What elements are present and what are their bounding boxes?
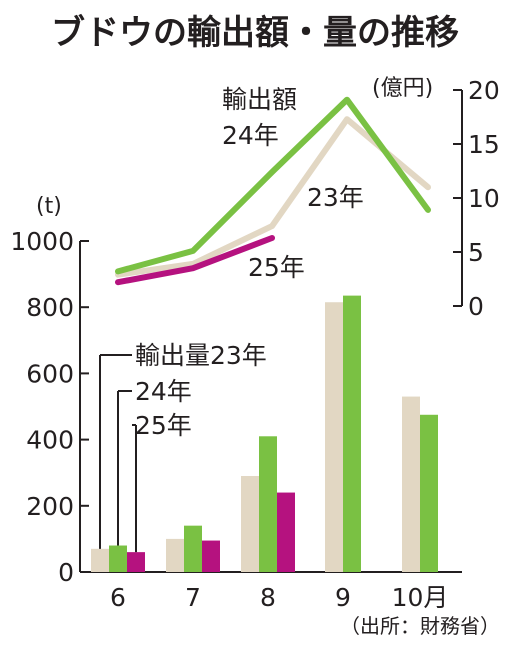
line-label-24: 輸出額 24年 — [222, 85, 305, 150]
bar-25年-7 — [202, 540, 220, 572]
bar-24年-7 — [184, 525, 202, 572]
line-label-23: 23年 — [307, 183, 364, 212]
line-24年 — [115, 96, 431, 275]
line-label-24-line2: 24年 — [222, 121, 279, 150]
bar-23年-8 — [241, 476, 259, 572]
line-tick-label: 15 — [468, 130, 500, 159]
x-label-9: 9 — [335, 583, 351, 612]
line-label-25: 25年 — [248, 253, 305, 282]
bar-23年-7 — [166, 538, 184, 572]
bar-tick-label: 400 — [26, 426, 74, 455]
bar-tick-label: 1000 — [10, 227, 74, 256]
bar-24年-6 — [109, 545, 127, 572]
bar-25年-8 — [277, 492, 295, 572]
bar-series — [91, 295, 438, 572]
bar-tick-label: 600 — [26, 359, 74, 388]
bar-legend-label-25: 25年 — [135, 411, 192, 440]
bar-legend-label-24: 24年 — [135, 377, 192, 406]
bar-23年-9 — [325, 302, 343, 572]
x-axis-labels: 6 7 8 9 10月 — [110, 583, 448, 612]
bar-tick-label: 800 — [26, 293, 74, 322]
chart-title: ブドウの輸出額・量の推移 — [51, 13, 459, 53]
bar-tick-label: 0 — [58, 558, 74, 587]
bar-23年-10月 — [402, 396, 420, 572]
bar-y-axis: 0 200 400 600 800 1000 — [10, 227, 462, 587]
x-label-10月: 10月 — [392, 583, 449, 612]
source-label: （出所：財務省） — [340, 614, 500, 638]
x-label-7: 7 — [185, 583, 201, 612]
line-series — [115, 96, 431, 286]
bar-unit-label: (t) — [36, 194, 62, 219]
line-tick-label: 10 — [468, 184, 500, 213]
x-label-6: 6 — [110, 583, 126, 612]
bar-24年-10月 — [420, 414, 438, 572]
bar-legend: 輸出量23年 24年 25年 — [99, 341, 267, 553]
bar-tick-label: 200 — [26, 492, 74, 521]
bar-24年-8 — [259, 436, 277, 572]
line-label-24-line1: 輸出額 — [222, 85, 297, 114]
bar-23年-6 — [91, 548, 109, 572]
bar-24年-9 — [343, 295, 361, 572]
x-label-8: 8 — [260, 583, 276, 612]
line-23年 — [115, 116, 431, 278]
bar-25年-6 — [127, 552, 145, 572]
line-tick-label: 20 — [468, 76, 500, 105]
line-tick-label: 5 — [468, 238, 484, 267]
line-unit-label: (億円) — [372, 76, 433, 101]
line-y-axis: 0 5 10 15 20 — [453, 76, 500, 321]
bar-legend-label-23: 輸出量23年 — [135, 341, 267, 370]
line-tick-label: 0 — [468, 292, 484, 321]
line-25年 — [115, 235, 275, 286]
